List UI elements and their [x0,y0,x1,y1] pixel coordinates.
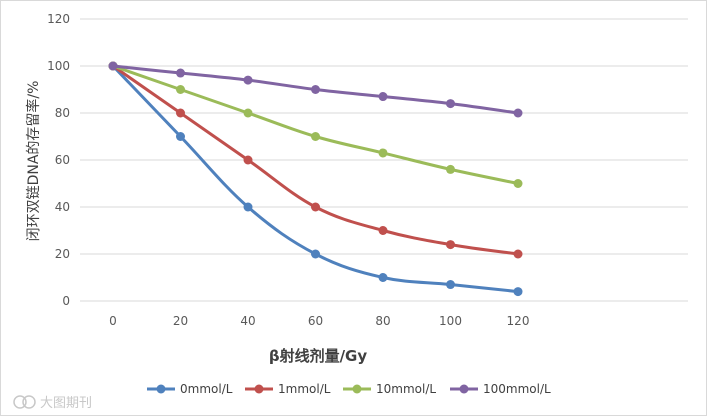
data-point [446,240,455,250]
data-point [311,202,320,212]
data-point [311,132,320,141]
data-point [513,108,523,118]
data-point [378,92,388,102]
legend-marker-icon [352,384,362,394]
data-point [513,179,523,188]
series-line-2 [111,64,520,185]
data-point [243,155,253,165]
legend-label: 100mmol/L [483,382,551,396]
series-lines [108,61,523,297]
legend-item: 1mmol/L [245,382,331,396]
data-point [446,99,455,109]
legend-marker-icon [459,384,469,394]
data-point [176,108,185,118]
data-point [378,148,388,158]
legend-label: 0mmol/L [180,382,233,396]
legend-item: 10mmol/L [343,382,436,396]
data-point [243,202,253,212]
data-point [176,68,185,78]
watermark-logo-icon [13,395,36,409]
y-tick-label: 60 [55,153,70,167]
x-tick-label: 40 [240,314,255,328]
y-tick-label: 20 [55,247,70,261]
legend-marker-icon [156,384,166,394]
legend-item: 0mmol/L [147,382,233,396]
data-point [513,287,523,297]
data-point [176,132,185,141]
data-point [378,273,388,282]
x-tick-label: 80 [375,314,390,328]
data-point [446,164,455,174]
data-point [311,85,320,94]
x-axis-title: β射线剂量/Gy [269,347,368,365]
legend: 0mmol/L 1mmol/L 10mmol/L 100mmol/L [147,382,551,396]
data-point [378,226,388,235]
legend-label: 10mmol/L [376,382,436,396]
legend-marker-icon [254,384,264,394]
y-axis-title: 闭环双链DNA的存留率/% [25,81,42,242]
x-tick-label: 100 [439,314,462,328]
data-point [108,61,118,71]
data-point [243,108,253,118]
legend-item: 100mmol/L [450,382,551,396]
watermark: 大图期刊 [13,395,92,411]
y-tick-labels: 0 20 40 60 80 100 120 [47,12,70,308]
y-tick-label: 80 [55,106,70,120]
x-tick-label: 60 [308,314,323,328]
data-point [311,249,320,259]
y-tick-label: 0 [62,294,70,308]
y-tick-label: 100 [47,59,70,73]
y-tick-label: 120 [47,12,70,26]
data-point [243,75,253,85]
gridlines [80,18,688,302]
x-tick-label: 120 [507,314,530,328]
data-point [446,280,455,290]
y-tick-label: 40 [55,200,70,214]
x-tick-labels: 0 20 40 60 80 100 120 [109,314,529,328]
watermark-text: 大图期刊 [40,396,92,411]
legend-label: 1mmol/L [278,382,331,396]
x-tick-label: 20 [173,314,188,328]
data-point [513,249,523,259]
data-point [176,85,185,94]
x-tick-label: 0 [109,314,117,328]
